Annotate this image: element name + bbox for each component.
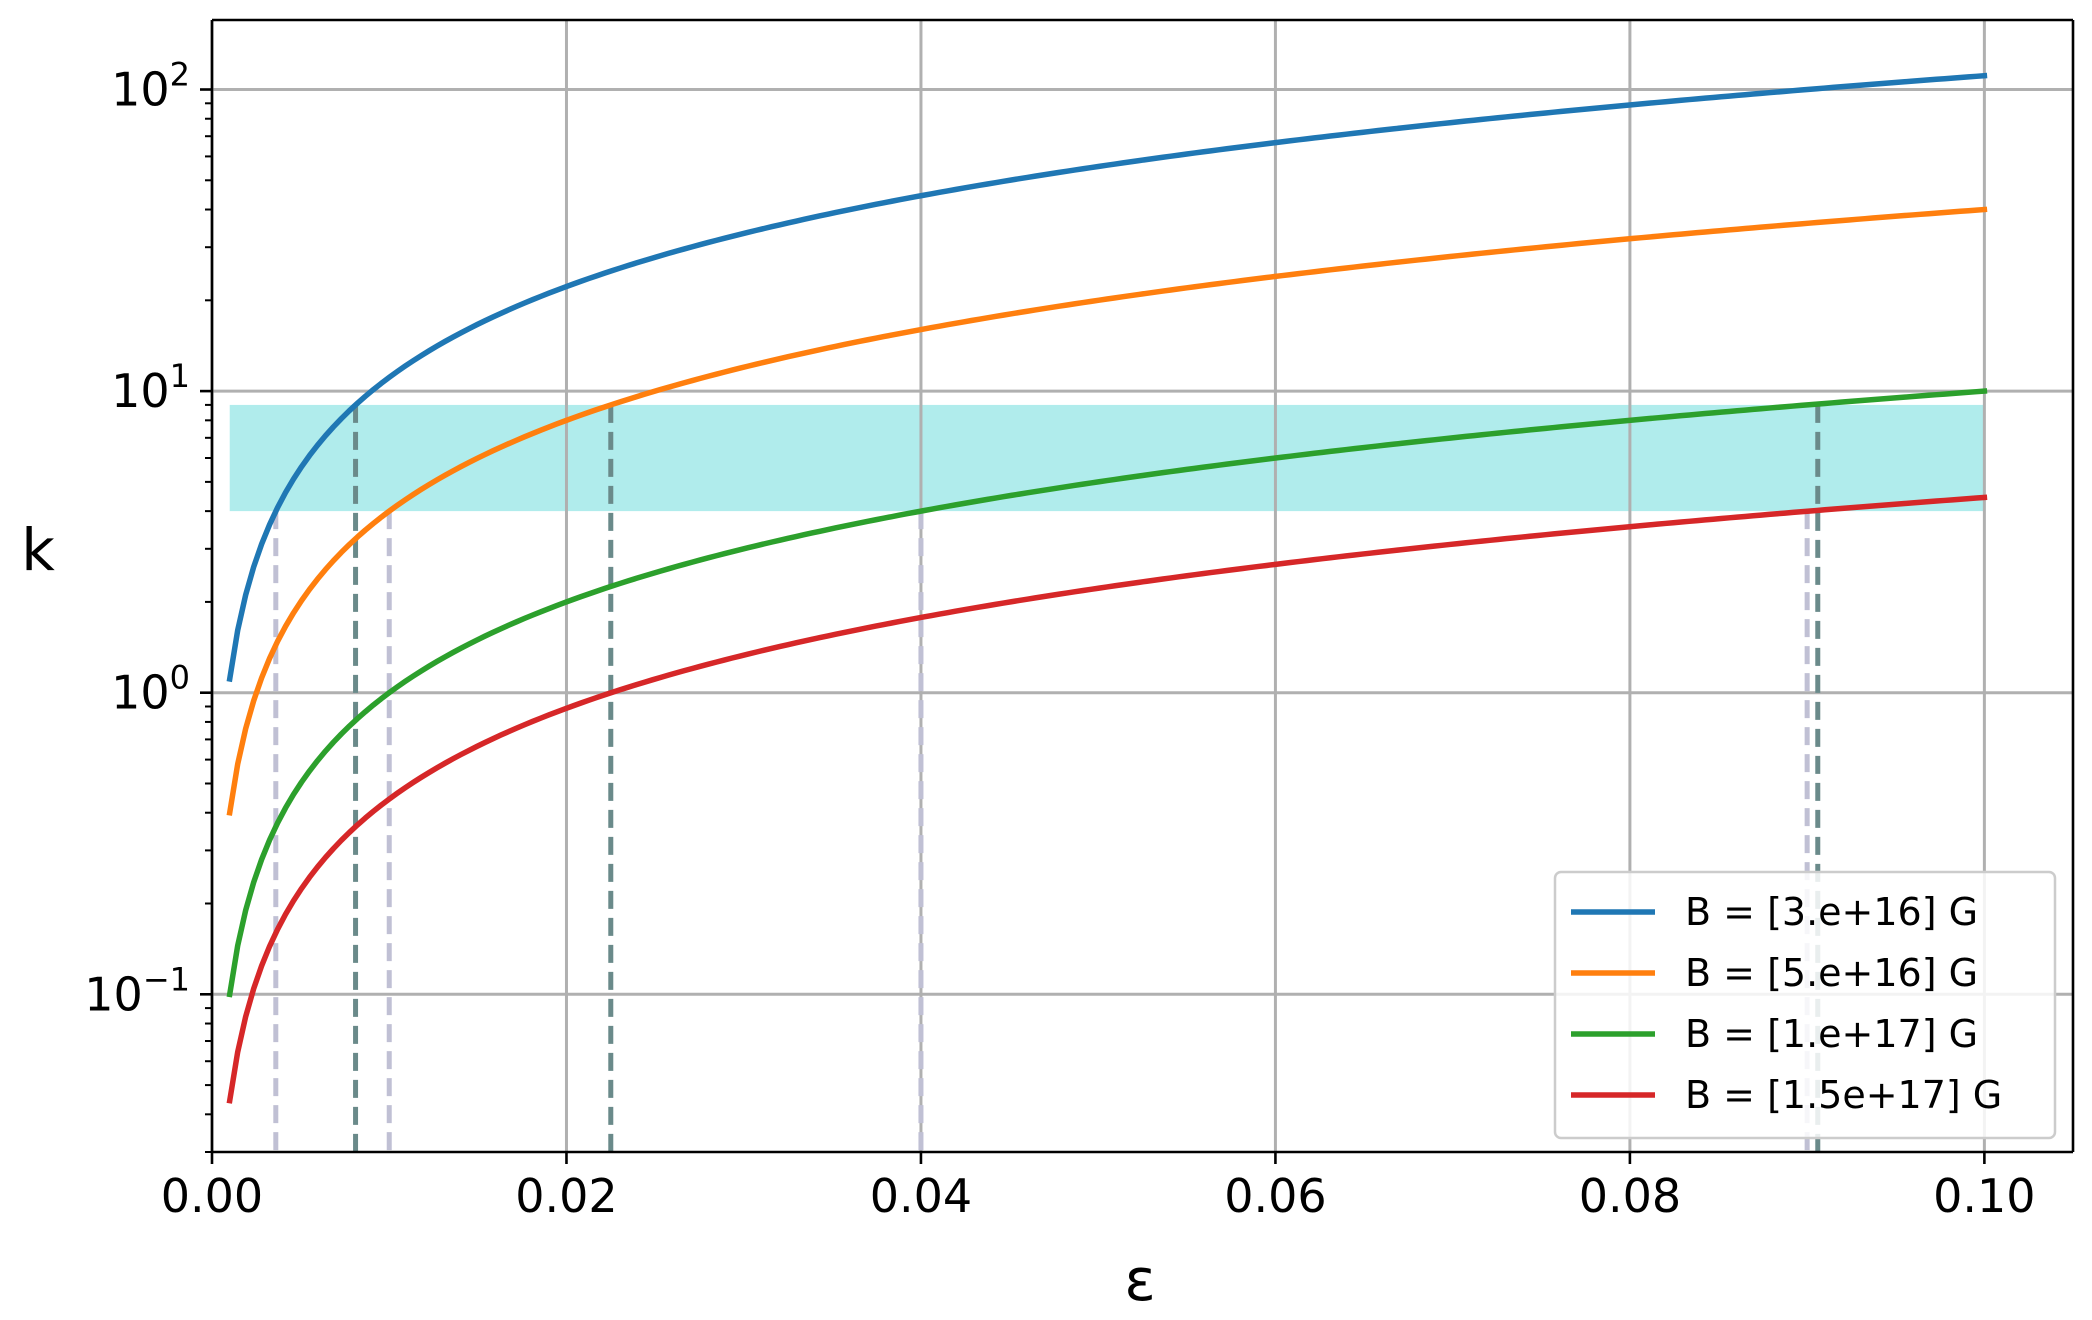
x-tick-label: 0.00 bbox=[161, 1169, 263, 1223]
legend-label-2: B = [5.e+16] G bbox=[1685, 951, 1978, 995]
legend-label-3: B = [1.e+17] G bbox=[1685, 1012, 1978, 1056]
y-tick-label: 100 bbox=[111, 659, 190, 720]
y-tick-label: 10−1 bbox=[84, 960, 190, 1021]
shaded-band bbox=[229, 404, 1985, 512]
series-line-1 bbox=[226, 72, 1988, 683]
series-layer bbox=[226, 72, 1988, 1104]
shaded-band-layer bbox=[229, 404, 1985, 512]
x-tick-label: 0.10 bbox=[1933, 1169, 2035, 1223]
legend-label-4: B = [1.5e+17] G bbox=[1685, 1073, 2002, 1117]
axes-layer bbox=[200, 18, 2075, 1164]
y-tick-label: 101 bbox=[111, 357, 190, 418]
x-axis-label: ε bbox=[1124, 1246, 1155, 1314]
legend-label-1: B = [3.e+16] G bbox=[1685, 890, 1978, 934]
series-line-3 bbox=[226, 388, 1988, 998]
x-tick-label: 0.06 bbox=[1224, 1169, 1326, 1223]
legend-box bbox=[1553, 870, 2057, 1140]
series-line-2 bbox=[226, 206, 1988, 816]
x-tick-label: 0.08 bbox=[1579, 1169, 1681, 1223]
y-tick-label: 102 bbox=[111, 56, 190, 117]
x-tick-label: 0.04 bbox=[870, 1169, 972, 1223]
series-line-4 bbox=[226, 494, 1988, 1104]
tick-label-layer: 0.00 0.02 0.04 0.06 0.08 0.10 10−1 100 101 102 bbox=[84, 56, 2035, 1223]
legend: B = [3.e+16] G B = [5.e+16] G B = [1.e+17]… bbox=[1553, 870, 2057, 1140]
y-axis-label: k bbox=[21, 516, 55, 584]
x-tick-label: 0.02 bbox=[515, 1169, 617, 1223]
